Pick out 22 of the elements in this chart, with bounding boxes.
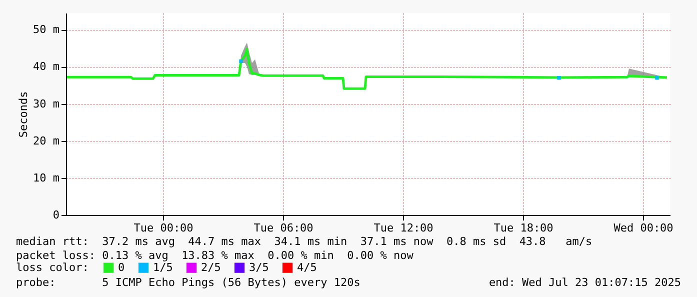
y-tick-label: 0 (52, 208, 60, 222)
y-tick-label: 20 m (33, 134, 60, 148)
x-tick-label: Tue 12:00 (374, 222, 434, 234)
text: probe: 5 ICMP Echo Pings (56 Bytes) every 120s (16, 276, 360, 289)
text: end: Wed Jul 23 01:07:15 2025 (488, 276, 681, 289)
y-tick-label: 40 m (33, 60, 60, 74)
text: median rtt: 37.2 ms avg 44.7 ms max 34.1 ms min 37.1 ms now 0.8 ms sd 43.8 am/s (16, 235, 592, 248)
y-tick-label: 10 m (33, 171, 60, 184)
legend-label: 2/5 (201, 260, 221, 274)
text: packet loss: 0.13 % avg 13.83 % max 0.00 % min 0.00 % now (16, 249, 414, 262)
x-tick-label: Tue 18:00 (494, 222, 554, 234)
y-axis-title: Seconds (17, 91, 30, 138)
x-tick-label: Wed 00:00 (614, 222, 674, 234)
legend-label: 3/5 (249, 260, 269, 274)
legend-label: 0 (118, 260, 125, 274)
x-tick-label: Tue 00:00 (134, 222, 194, 234)
legend-label: 4/5 (297, 260, 317, 274)
x-tick-label: Tue 06:00 (254, 222, 314, 234)
y-tick-label: 30 m (33, 97, 60, 110)
legend-title: loss color: (16, 261, 89, 274)
legend-label: 1/5 (153, 260, 173, 274)
y-tick-label: 50 m (33, 23, 60, 36)
